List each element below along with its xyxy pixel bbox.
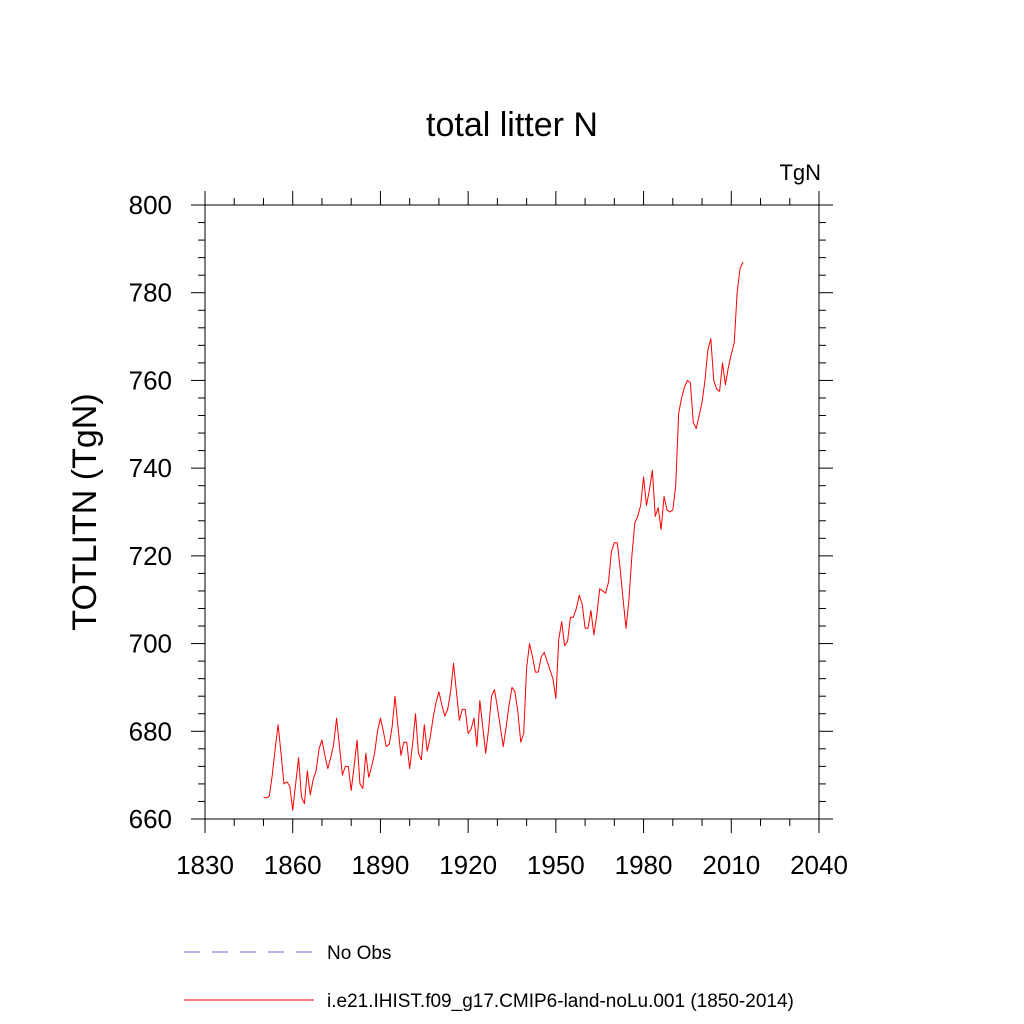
x-tick-label: 2040 xyxy=(790,850,848,880)
chart-title: total litter N xyxy=(426,106,598,144)
y-tick-label: 800 xyxy=(129,190,172,220)
axes-group: 1830 1860 1890 1920 1950 1980 2010 2040 660 680 70… xyxy=(129,190,848,880)
y-tick-label: 720 xyxy=(129,541,172,571)
legend: No Obs i.e21.IHIST.f09_g17.CMIP6-land-noL… xyxy=(184,943,794,1012)
legend-label-0: No Obs xyxy=(327,943,391,964)
y-axis-label: TOTLITN (TgN) xyxy=(66,393,104,630)
series-line-1 xyxy=(263,261,744,811)
y-tick-label: 700 xyxy=(129,629,172,659)
y-tick-label: 660 xyxy=(129,804,172,834)
x-tick-label: 1980 xyxy=(615,850,673,880)
x-tick-label: 1830 xyxy=(176,850,234,880)
legend-label-1: i.e21.IHIST.f09_g17.CMIP6-land-noLu.001 … xyxy=(327,991,794,1012)
x-tick-label: 1890 xyxy=(352,850,410,880)
units-label: TgN xyxy=(779,160,821,185)
y-tick-label: 740 xyxy=(129,453,172,483)
series-group xyxy=(263,261,744,811)
plot-frame xyxy=(204,204,820,820)
y-tick-label: 760 xyxy=(129,365,172,395)
y-tick-label: 680 xyxy=(129,716,172,746)
x-tick-label: 2010 xyxy=(702,850,760,880)
x-tick-label: 1860 xyxy=(264,850,322,880)
y-tick-label: 780 xyxy=(129,278,172,308)
x-tick-label: 1950 xyxy=(527,850,585,880)
x-tick-label: 1920 xyxy=(439,850,497,880)
